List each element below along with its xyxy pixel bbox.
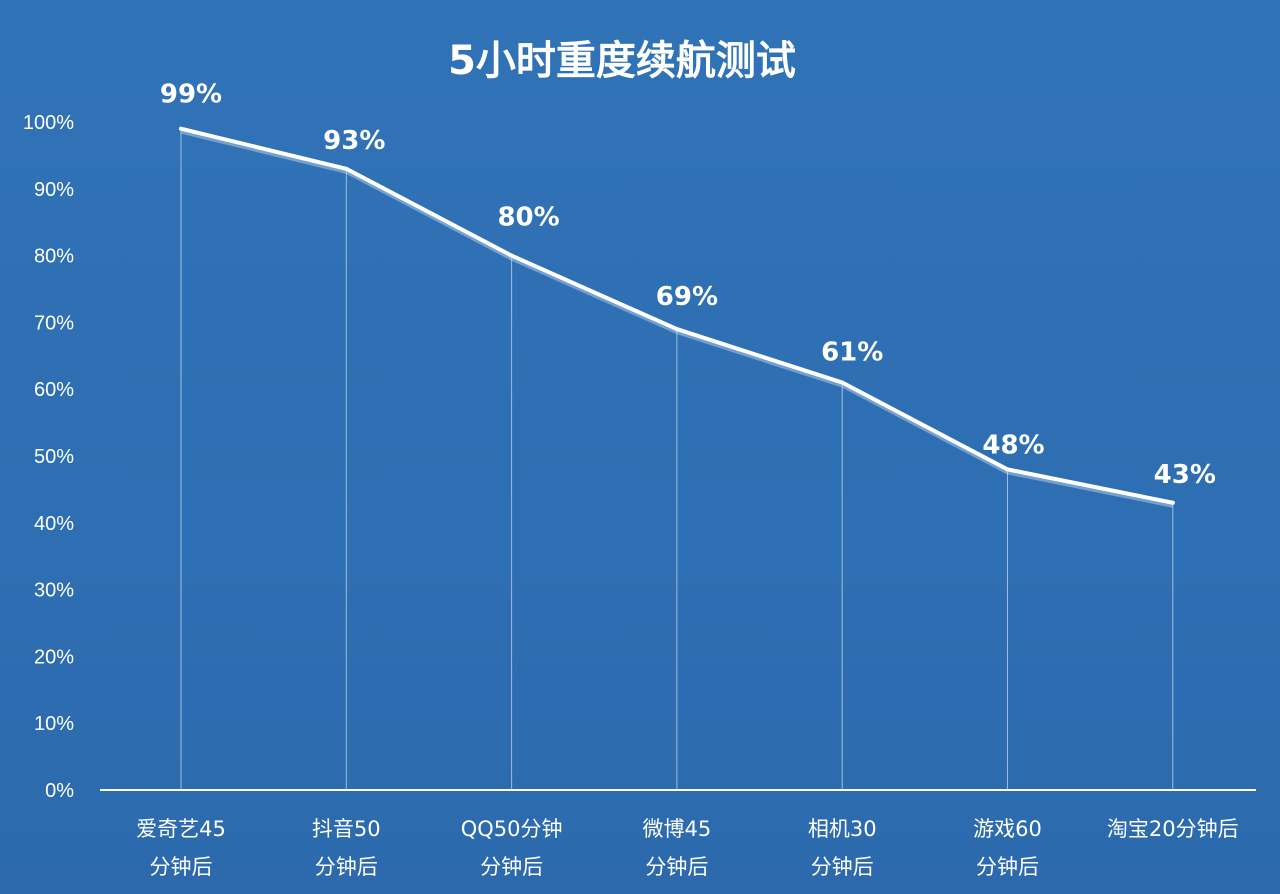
data-label: 93% xyxy=(323,126,385,156)
data-point xyxy=(1005,467,1010,472)
data-point xyxy=(674,327,679,332)
chart-title: 5小时重度续航测试 xyxy=(448,38,796,84)
x-tick-label: 相机30 xyxy=(808,817,877,841)
x-tick-label: 分钟后 xyxy=(315,855,378,879)
y-tick-label: 80% xyxy=(34,246,74,268)
data-point xyxy=(344,166,349,171)
y-tick-label: 70% xyxy=(34,312,74,334)
x-axis: 爱奇艺45分钟后抖音50分钟后QQ50分钟分钟后微博45分钟后相机30分钟后游戏… xyxy=(100,789,1256,879)
series-group xyxy=(179,126,1175,508)
y-tick-label: 90% xyxy=(34,179,74,201)
series-line-shadow xyxy=(180,129,1174,508)
x-tick-label: 爱奇艺45 xyxy=(136,817,226,841)
x-tick-label: 分钟后 xyxy=(645,855,708,879)
data-label: 43% xyxy=(1154,460,1216,490)
data-label: 48% xyxy=(982,430,1044,460)
x-tick-label: 抖音50 xyxy=(312,817,381,841)
x-tick-label: QQ50分钟 xyxy=(461,817,563,841)
x-tick-label: 游戏60 xyxy=(973,817,1042,841)
y-tick-label: 40% xyxy=(34,513,74,535)
data-point xyxy=(1170,500,1175,505)
x-tick-label: 分钟后 xyxy=(811,855,874,879)
data-label: 61% xyxy=(821,338,883,368)
data-point xyxy=(179,126,183,131)
drop-lines xyxy=(180,128,1174,790)
y-axis: 0% 10% 20% 30% 40% 50% 60% 70% 80% 90% 100% xyxy=(23,112,74,802)
y-tick-label: 0% xyxy=(45,780,74,802)
data-labels: 99% 93% 80% 69% 61% 48% 43% xyxy=(160,80,1216,490)
y-tick-label: 60% xyxy=(34,379,74,401)
data-label: 99% xyxy=(160,80,222,110)
x-tick-label: 分钟后 xyxy=(480,855,543,879)
data-point xyxy=(509,253,514,258)
x-tick-label: 分钟后 xyxy=(150,855,213,879)
y-tick-label: 100% xyxy=(23,112,74,134)
y-tick-label: 20% xyxy=(34,646,74,668)
x-tick-label: 淘宝20分钟后 xyxy=(1107,817,1239,841)
y-tick-label: 30% xyxy=(34,580,74,602)
x-tick-label: 分钟后 xyxy=(976,855,1039,879)
data-point xyxy=(840,380,845,385)
data-label: 69% xyxy=(656,282,718,312)
y-tick-label: 50% xyxy=(34,446,74,468)
y-tick-label: 10% xyxy=(34,713,74,735)
data-label: 80% xyxy=(497,203,559,233)
x-tick-label: 微博45 xyxy=(643,817,712,841)
